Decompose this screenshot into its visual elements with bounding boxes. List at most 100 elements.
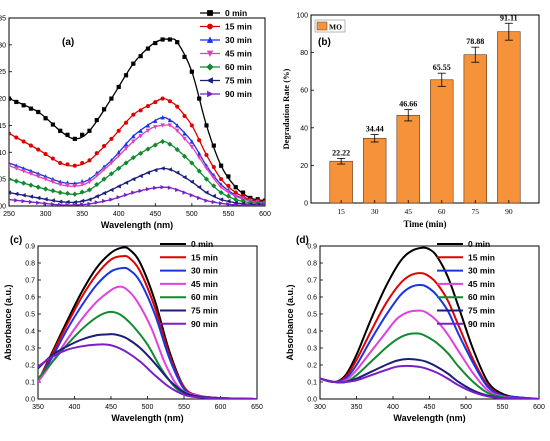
data-point: [72, 136, 77, 141]
data-point: [175, 123, 180, 128]
data-point: [167, 123, 173, 128]
series-line-60-min: [38, 310, 257, 399]
data-point: [189, 193, 195, 198]
y-tick-label: 0.0: [307, 397, 317, 404]
data-point: [160, 115, 165, 120]
data-point: [87, 201, 92, 206]
data-point: [101, 107, 107, 112]
data-point: [116, 153, 121, 159]
data-point: [50, 188, 56, 194]
data-point: [137, 150, 144, 157]
data-point: [233, 200, 238, 206]
bar-45: [396, 114, 420, 204]
x-axis-label: Wavelength (nm): [393, 413, 465, 423]
data-point: [174, 170, 180, 175]
legend-marker: [206, 77, 213, 84]
data-point: [21, 139, 26, 144]
y-tick-label: 100: [296, 13, 308, 20]
data-point: [43, 177, 48, 182]
data-point: [182, 136, 187, 142]
data-point: [28, 171, 34, 177]
y-tick-label: 0.6: [25, 295, 35, 302]
data-point: [28, 106, 34, 111]
legend: 0 min 15 min 30 min 45 min 60 min 75 min 90 mi…: [437, 239, 495, 329]
y-tick-label: 60: [300, 88, 308, 95]
data-point: [196, 168, 202, 174]
bar-value-label: 34.44: [366, 124, 384, 133]
data-point: [65, 183, 70, 188]
data-point: [211, 183, 217, 189]
data-point: [94, 173, 99, 178]
x-tick-label: 500: [460, 404, 472, 411]
data-point: [116, 165, 122, 172]
x-axis-label: Wavelength (nm): [101, 220, 173, 230]
y-tick-label: 0.7: [25, 278, 35, 285]
data-point: [72, 202, 78, 206]
series-line-75-min: [38, 333, 257, 399]
legend: 0 min 15 min 30 min 45 min 60 min 75 min 90 mi…: [160, 239, 218, 329]
series-line-45-min: [320, 309, 539, 399]
y-tick-label: 0.30: [0, 42, 6, 49]
data-point: [211, 164, 216, 170]
data-point: [211, 193, 216, 199]
y-tick-label: 0.9: [25, 244, 35, 251]
legend-label: 75 min: [225, 76, 252, 86]
y-axis-label: Absorbance (a.u.): [3, 284, 13, 360]
data-point: [197, 96, 202, 101]
y-tick-label: 0.9: [307, 244, 317, 251]
data-point: [116, 128, 121, 133]
data-point: [116, 184, 121, 189]
data-point: [101, 190, 107, 196]
data-point: [21, 193, 26, 198]
data-point: [123, 192, 129, 198]
legend-label: 15 min: [468, 252, 495, 262]
data-point: [65, 199, 70, 205]
data-point: [43, 151, 48, 157]
legend-label: MO: [329, 23, 342, 32]
series-line-60-min: [9, 140, 265, 205]
data-point: [226, 198, 231, 204]
data-point: [138, 108, 143, 113]
data-point: [160, 184, 165, 190]
data-point: [131, 190, 136, 195]
y-tick-label: 0.6: [307, 295, 317, 302]
legend-label: 0 min: [468, 239, 490, 249]
series-line-90-min: [320, 364, 539, 399]
data-point: [131, 139, 136, 144]
x-tick-label: 300: [314, 404, 326, 411]
x-tick-label: 15: [337, 207, 345, 216]
panel-a-absorbance-chart: 0.00 0.05 0.10 0.15 0.20 0.25 0.30 0.35 250 300 35…: [0, 8, 271, 230]
data-point: [197, 195, 202, 201]
plot-frame: [310, 14, 540, 204]
data-point: [94, 181, 100, 188]
data-point: [50, 122, 55, 127]
data-point: [28, 182, 34, 188]
legend-label: 45 min: [191, 279, 218, 289]
data-point: [101, 167, 107, 172]
series-line-30-min: [320, 284, 539, 399]
y-tick-label: 0.10: [0, 150, 6, 157]
data-point: [233, 194, 238, 199]
data-point: [175, 187, 180, 193]
data-point: [174, 146, 180, 153]
data-point: [262, 203, 265, 206]
data-point: [204, 166, 209, 171]
x-axis-label: Wavelength (nm): [111, 413, 183, 423]
y-axis-label: Degradation Rate (%): [281, 68, 291, 149]
data-point: [28, 143, 34, 148]
y-tick-label: 0.7: [307, 278, 317, 285]
legend-marker: [206, 63, 214, 71]
data-point: [226, 201, 231, 206]
data-point: [21, 198, 26, 204]
data-point: [153, 185, 158, 191]
data-point: [131, 112, 136, 117]
legend-swatch: [316, 21, 328, 31]
bar-90: [497, 31, 521, 204]
data-point: [160, 166, 165, 171]
panel-label: (a): [62, 37, 74, 48]
data-point: [65, 202, 70, 206]
x-tick-label: 450: [149, 211, 161, 218]
y-tick-label: 0.3: [307, 346, 317, 353]
data-point: [9, 96, 12, 101]
